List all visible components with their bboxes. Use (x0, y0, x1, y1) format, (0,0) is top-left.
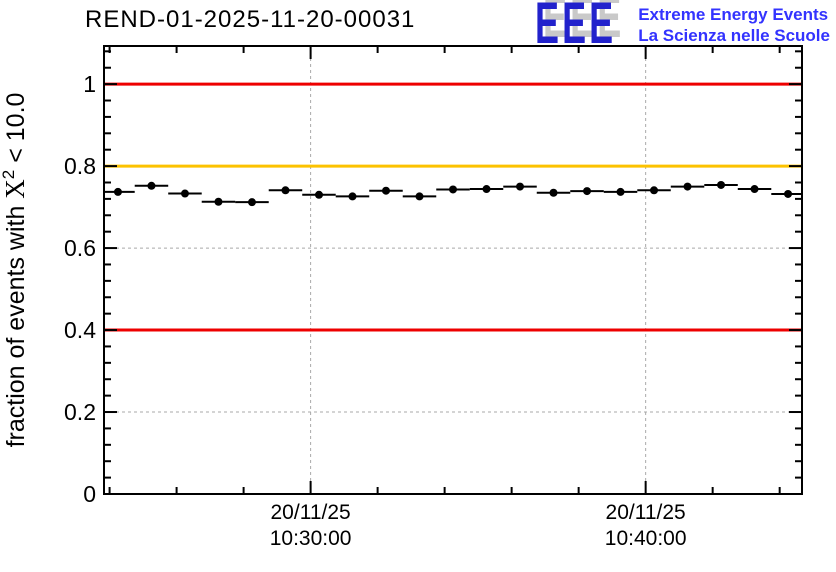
data-point (583, 187, 592, 196)
axis-tick-labels: 0 0.2 0.4 0.6 0.8 1 20/11/25 10:30:00 20/11/25 10… (64, 71, 687, 550)
data-point (482, 185, 491, 194)
data-point (281, 186, 290, 195)
data-point (616, 187, 625, 196)
eee-logo-line2: La Scienza nelle Scuole (638, 26, 830, 45)
plot-title: REND-01-2025-11-20-00031 (85, 6, 416, 33)
data-point (784, 189, 793, 198)
data-series (104, 180, 802, 207)
data-point (415, 192, 424, 201)
y-tick-label: 0.6 (64, 235, 96, 261)
y-tick-label: 0.4 (64, 317, 96, 343)
axis-ticks (104, 46, 802, 495)
data-point (650, 186, 659, 195)
y-tick-label: 0.2 (64, 399, 96, 425)
y-tick-label: 1 (83, 71, 96, 97)
data-point (381, 186, 390, 195)
data-point (314, 190, 323, 199)
data-point (683, 182, 692, 191)
eee-logo: EEE Extreme Energy Events La Scienza nel… (535, 0, 830, 56)
x-tick-label-date: 20/11/25 (606, 501, 686, 524)
x-tick-label-time: 10:30:00 (270, 527, 352, 550)
data-point (147, 181, 156, 190)
eee-logo-text: Extreme Energy Events La Scienza nelle S… (638, 0, 830, 46)
plot-frame (103, 45, 803, 495)
data-point (214, 197, 223, 206)
data-point (750, 185, 759, 194)
y-tick-label: 0.8 (64, 153, 96, 179)
eee-logo-line1: Extreme Energy Events (638, 5, 829, 24)
data-point (516, 182, 525, 191)
x-tick-label-time: 10:40:00 (605, 527, 687, 550)
reference-lines (104, 82, 802, 332)
y-tick-label: 0 (83, 481, 96, 507)
x-tick-label-date: 20/11/25 (271, 501, 351, 524)
gridlines (104, 46, 802, 494)
data-point (113, 187, 122, 196)
data-point (348, 192, 357, 201)
data-point (449, 185, 457, 194)
data-point (180, 189, 189, 198)
plot-frame-border (103, 45, 803, 495)
data-point (717, 180, 726, 189)
eee-logo-letters: EEE (535, 0, 617, 56)
y-axis-label: fraction of events with X2 < 10.0 (0, 93, 30, 448)
data-point (549, 188, 558, 197)
data-point (247, 198, 256, 207)
